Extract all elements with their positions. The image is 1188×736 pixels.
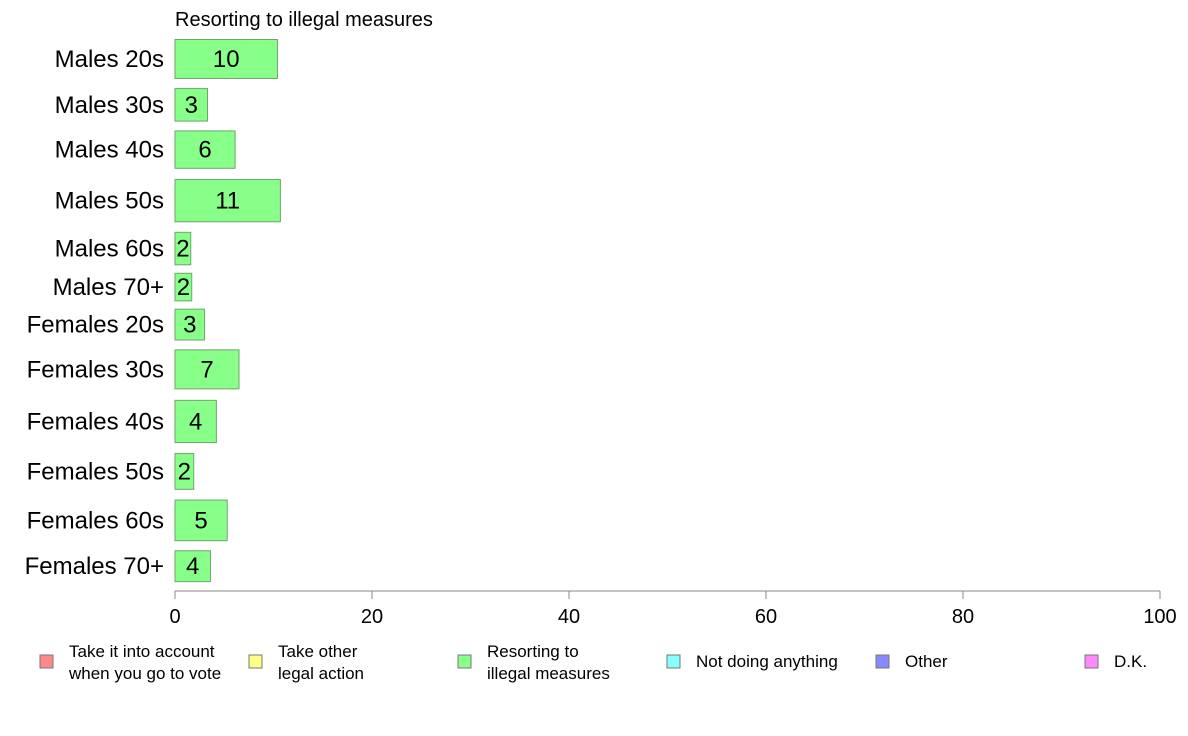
bar-value-label: 2: [178, 458, 191, 485]
bars-layer: Males 20s 10 Males 30s 3 Males 40s 6 Males 50s…: [25, 38, 281, 583]
legend: Take it into account when you go to vote T…: [39, 642, 1147, 683]
legend-swatch: [457, 654, 472, 669]
bar-value-label: 10: [213, 46, 240, 73]
bar: [174, 272, 193, 302]
legend-label: Resorting to: [487, 642, 579, 661]
legend-label: Other: [905, 652, 948, 671]
bar: [174, 399, 217, 444]
legend-label: Take other: [278, 642, 358, 661]
category-label: Females 30s: [27, 356, 164, 383]
legend-label: illegal measures: [487, 664, 610, 683]
bar: [174, 550, 211, 583]
bar-value-label: 6: [198, 137, 211, 164]
bar-value-label: 5: [194, 507, 207, 534]
bar-value-label: 2: [177, 274, 190, 301]
bar: [174, 130, 236, 169]
x-tick-label: 80: [952, 606, 974, 628]
bar: [174, 349, 240, 390]
chart-title: Resorting to illegal measures: [175, 9, 433, 31]
category-label: Females 50s: [27, 458, 164, 485]
bar: [174, 231, 192, 266]
legend-label: Not doing anything: [696, 652, 838, 671]
legend-swatch: [248, 654, 263, 669]
x-tick-label: 100: [1143, 606, 1176, 628]
category-label: Females 70+: [25, 553, 164, 580]
bar: [174, 179, 281, 223]
category-label: Males 40s: [55, 137, 164, 164]
legend-label: legal action: [278, 664, 364, 683]
x-tick-label: 0: [169, 606, 180, 628]
category-label: Females 20s: [27, 312, 164, 339]
legend-swatch: [666, 654, 681, 669]
bar-value-label: 4: [189, 408, 202, 435]
x-tick-label: 20: [361, 606, 383, 628]
category-label: Males 60s: [55, 236, 164, 263]
legend-swatch: [875, 654, 890, 669]
category-label: Females 40s: [27, 408, 164, 435]
legend-label: D.K.: [1114, 652, 1147, 671]
category-label: Males 50s: [55, 188, 164, 215]
category-label: Males 70+: [53, 274, 164, 301]
bar-value-label: 7: [200, 356, 213, 383]
bar-value-label: 3: [185, 92, 198, 119]
x-tick-label: 40: [558, 606, 580, 628]
legend-swatch: [1084, 654, 1099, 669]
bar-value-label: 3: [183, 312, 196, 339]
bar: [174, 453, 195, 490]
bar: [174, 308, 206, 341]
category-label: Females 60s: [27, 507, 164, 534]
bar: [174, 38, 278, 79]
bar-value-label: 4: [186, 553, 199, 580]
x-tick-label: 60: [755, 606, 777, 628]
legend-swatch: [39, 654, 54, 669]
bar: [174, 499, 228, 542]
legend-label: when you go to vote: [68, 664, 221, 683]
category-label: Males 20s: [55, 46, 164, 73]
bar-value-label: 11: [215, 188, 240, 215]
category-label: Males 30s: [55, 92, 164, 119]
bar-value-label: 2: [176, 236, 189, 263]
x-axis: 0 20 40 60 80 100: [169, 590, 1177, 628]
bar: [174, 88, 209, 122]
legend-label: Take it into account: [69, 642, 215, 661]
